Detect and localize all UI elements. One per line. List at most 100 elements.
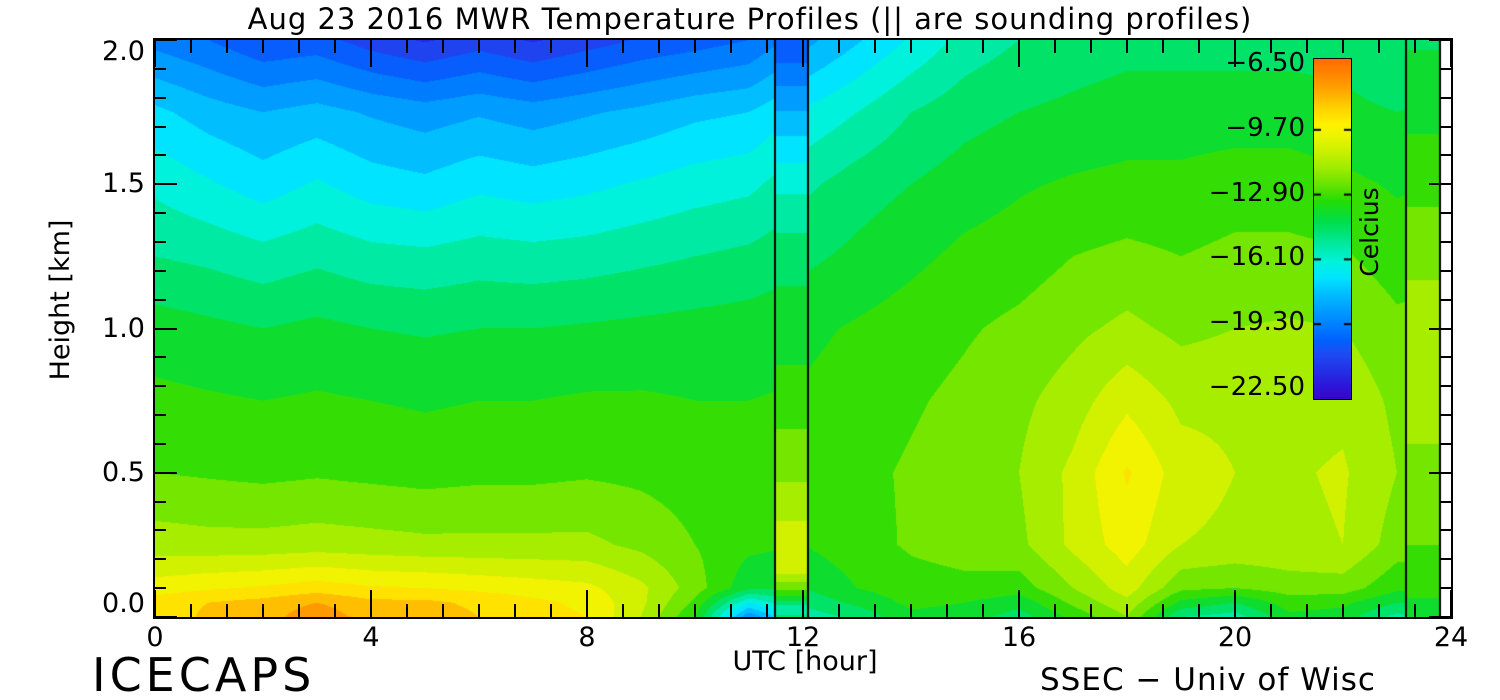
y-tick-label: 2.0 (102, 36, 145, 67)
x-axis-minor-tick (1198, 604, 1200, 617)
x-axis-minor-tick (730, 604, 732, 617)
x-axis-minor-tick (514, 604, 516, 617)
y-axis-minor-tick (155, 125, 166, 128)
colorbar (1313, 58, 1352, 400)
x-axis-minor-tick (982, 604, 984, 617)
y-axis-minor-tick (1440, 298, 1451, 301)
x-axis-minor-tick (442, 604, 444, 617)
x-axis-minor-tick (982, 40, 984, 53)
x-axis-minor-tick (1270, 40, 1272, 53)
y-axis-major-tick (1429, 616, 1451, 618)
x-axis-minor-tick (874, 40, 876, 53)
x-axis-minor-tick (946, 40, 948, 53)
x-axis-minor-tick (622, 604, 624, 617)
x-axis-minor-tick (658, 40, 660, 53)
x-axis-minor-tick (442, 40, 444, 53)
y-axis-minor-tick (155, 96, 166, 99)
y-axis-minor-tick (155, 414, 166, 417)
x-axis-minor-tick (838, 604, 840, 617)
y-axis-minor-tick (155, 442, 166, 445)
x-axis-major-tick (586, 40, 588, 67)
chart-title: Aug 23 2016 MWR Temperature Profiles (||… (247, 2, 1253, 36)
y-axis-minor-tick (1440, 356, 1451, 359)
y-axis-major-tick (1429, 183, 1451, 186)
x-axis-minor-tick (1126, 40, 1128, 53)
colorbar-tick-label: −12.90 (1208, 177, 1305, 208)
y-axis-minor-tick (1440, 558, 1451, 561)
x-axis-minor-tick (1414, 40, 1416, 53)
x-axis-minor-tick (694, 604, 696, 617)
x-axis-minor-tick (1054, 604, 1056, 617)
y-axis-major-tick (155, 616, 177, 618)
y-tick-label: 0.5 (102, 456, 145, 488)
x-axis-minor-tick (550, 40, 552, 53)
x-axis-minor-tick (478, 604, 480, 617)
x-axis-major-tick (1450, 590, 1452, 617)
x-axis-minor-tick (550, 604, 552, 617)
y-axis-minor-tick (1440, 154, 1451, 157)
x-axis-title: UTC [hour] (732, 646, 878, 677)
x-axis-minor-tick (1162, 40, 1164, 53)
x-tick-label: 4 (362, 622, 380, 653)
y-axis-minor-tick (1440, 96, 1451, 99)
x-axis-minor-tick (1306, 40, 1308, 53)
ssec-credit-label: SSEC − Univ of Wisc (1040, 662, 1376, 698)
x-axis-minor-tick (1378, 604, 1380, 617)
y-axis-minor-tick (1440, 385, 1451, 388)
y-axis-minor-tick (155, 154, 166, 157)
x-axis-minor-tick (1090, 40, 1092, 53)
y-axis-major-tick (1429, 471, 1451, 474)
x-axis-major-tick (154, 590, 156, 617)
x-axis-minor-tick (1198, 40, 1200, 53)
x-axis-minor-tick (1342, 40, 1344, 53)
y-axis-minor-tick (155, 529, 166, 532)
x-axis-minor-tick (406, 604, 408, 617)
x-axis-major-tick (370, 40, 372, 67)
colorbar-tick-label: −16.10 (1208, 242, 1305, 273)
x-axis-major-tick (154, 40, 156, 67)
x-axis-minor-tick (334, 40, 336, 53)
colorbar-tick-label: −19.30 (1208, 307, 1305, 338)
x-axis-minor-tick (874, 604, 876, 617)
x-tick-label: 16 (1001, 622, 1037, 653)
y-axis-minor-tick (1440, 67, 1451, 70)
icecaps-label: ICECAPS (92, 648, 316, 700)
x-axis-minor-tick (406, 40, 408, 53)
x-axis-minor-tick (1162, 604, 1164, 617)
x-axis-minor-tick (694, 40, 696, 53)
x-axis-major-tick (1450, 40, 1452, 67)
x-axis-major-tick (1234, 590, 1236, 617)
x-tick-label: 0 (146, 622, 164, 653)
x-axis-minor-tick (478, 40, 480, 53)
y-tick-label: 1.5 (102, 168, 145, 200)
x-tick-label: 12 (785, 622, 821, 653)
y-axis-major-tick (155, 183, 177, 186)
x-axis-minor-tick (262, 40, 264, 53)
x-axis-major-tick (1234, 40, 1236, 67)
x-tick-label: 24 (1433, 622, 1469, 653)
y-axis-major-tick (155, 39, 177, 41)
x-axis-minor-tick (838, 40, 840, 53)
x-tick-label: 20 (1217, 622, 1253, 653)
x-axis-minor-tick (298, 40, 300, 53)
y-axis-minor-tick (1440, 587, 1451, 590)
y-axis-minor-tick (155, 385, 166, 388)
x-axis-minor-tick (190, 40, 192, 53)
x-axis-minor-tick (190, 604, 192, 617)
x-axis-minor-tick (1306, 604, 1308, 617)
y-axis-minor-tick (155, 269, 166, 272)
x-axis-major-tick (802, 40, 804, 67)
x-axis-minor-tick (226, 40, 228, 53)
x-axis-major-tick (802, 590, 804, 617)
y-axis-minor-tick (1440, 442, 1451, 445)
x-axis-minor-tick (1414, 604, 1416, 617)
y-axis-minor-tick (1440, 269, 1451, 272)
x-axis-major-tick (1018, 590, 1020, 617)
x-axis-minor-tick (298, 604, 300, 617)
x-axis-minor-tick (1054, 40, 1056, 53)
y-axis-major-tick (1429, 327, 1451, 330)
y-axis-minor-tick (155, 587, 166, 590)
colorbar-tick-label: −6.50 (1225, 48, 1305, 79)
y-axis-minor-tick (1440, 125, 1451, 128)
x-axis-major-tick (370, 590, 372, 617)
